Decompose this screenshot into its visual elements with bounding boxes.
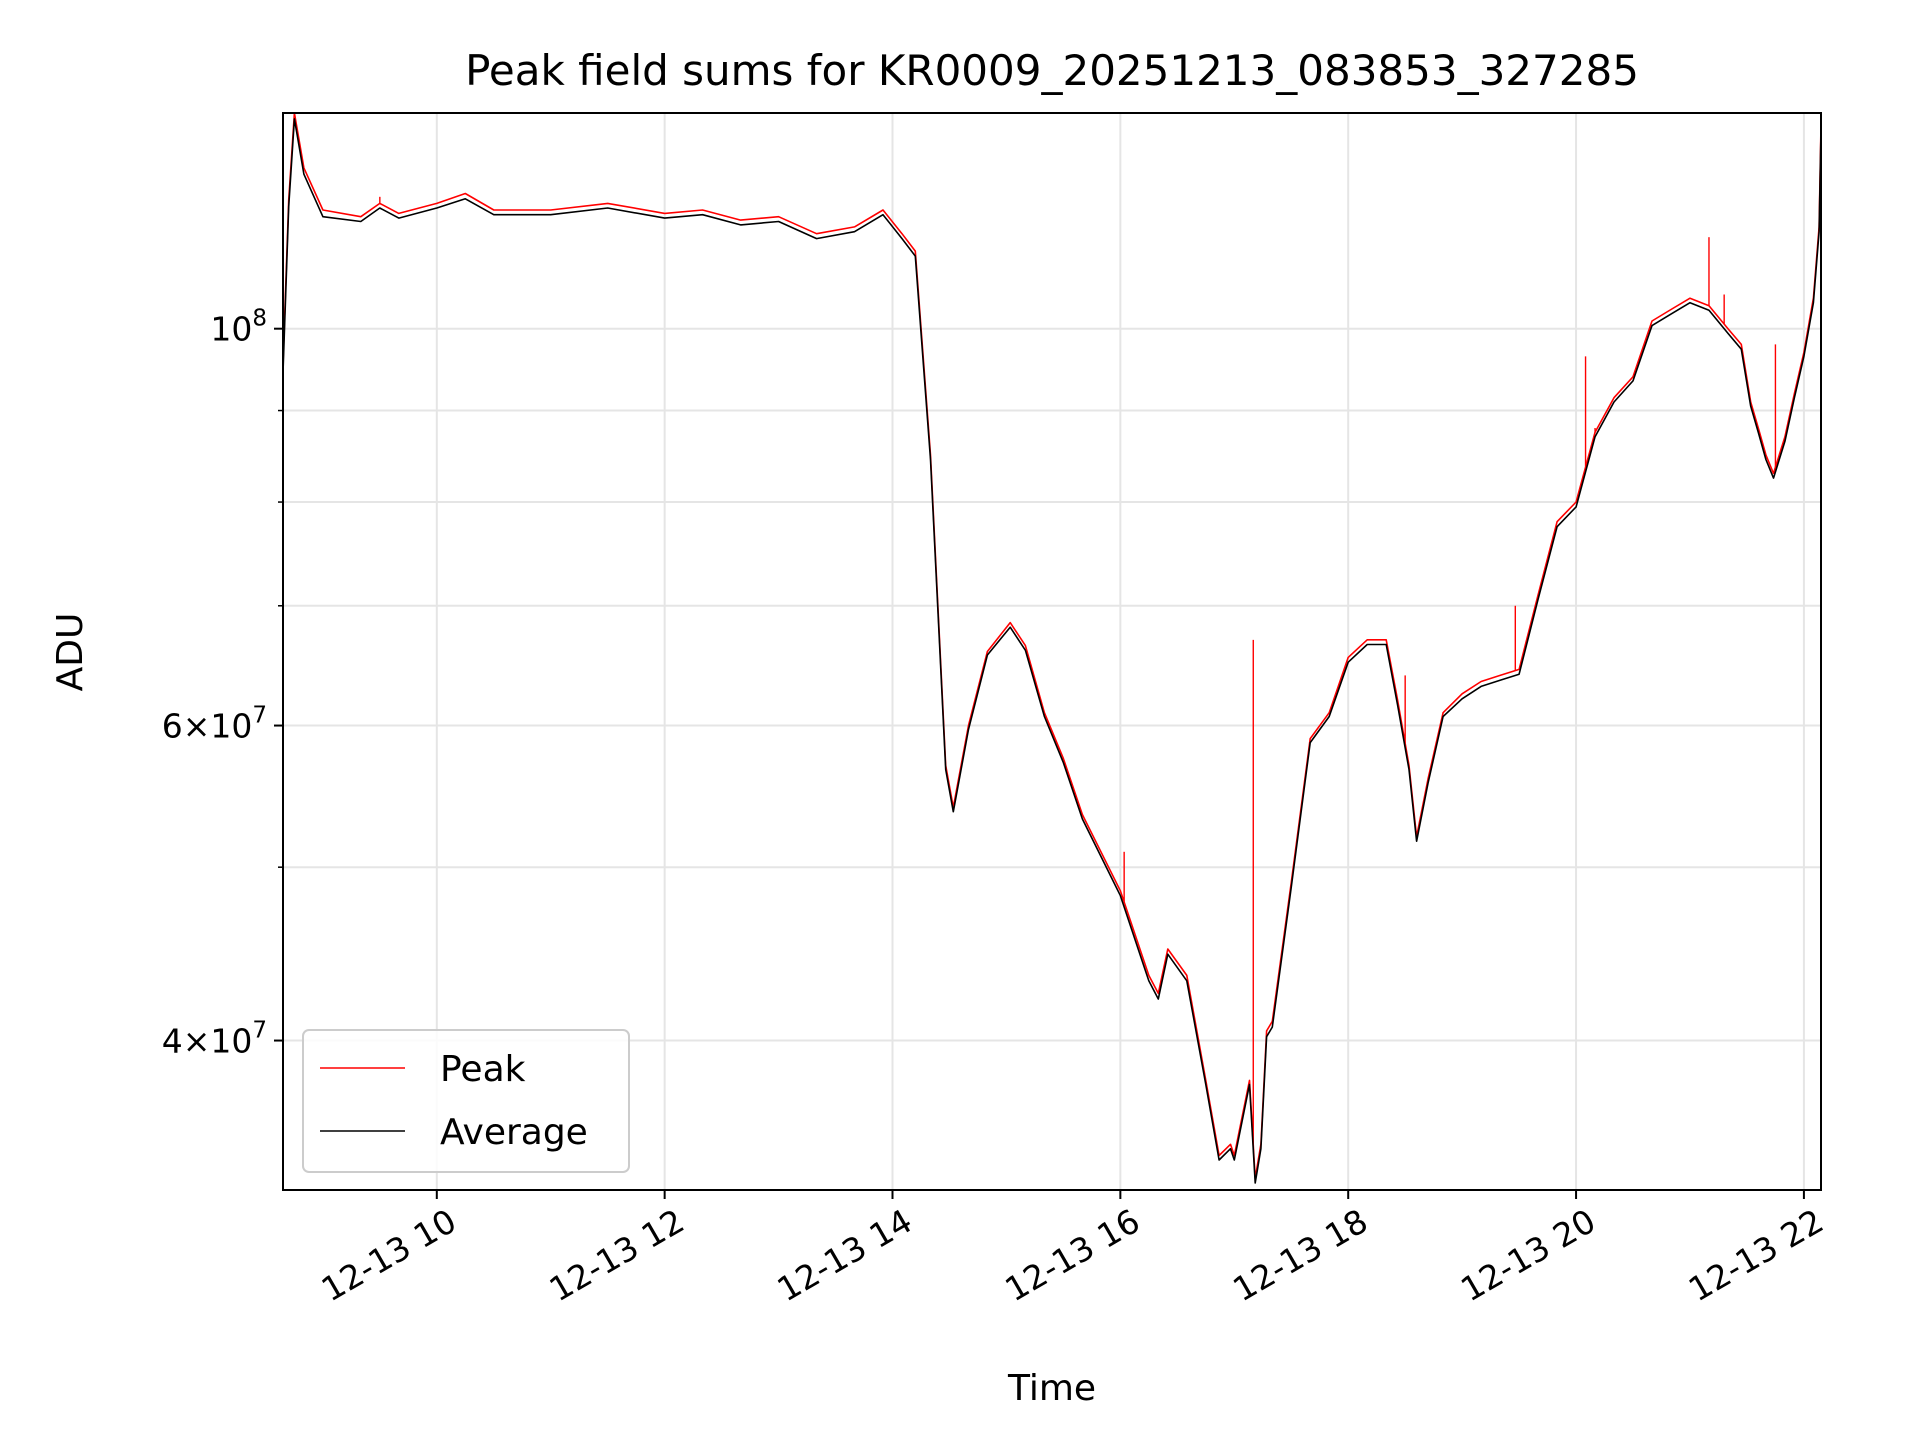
series-layer	[283, 113, 1821, 1184]
y-tick-label: 108	[210, 306, 267, 349]
legend-box	[302, 1029, 630, 1173]
legend-label-average: Average	[440, 1112, 588, 1153]
y-tick-label: 6×107	[162, 703, 267, 746]
plot-frame	[282, 112, 1822, 1191]
grid	[283, 113, 1821, 1190]
y-tick-label: 4×107	[162, 1018, 267, 1061]
x-axis-title: Time	[1007, 1368, 1096, 1409]
chart-title: Peak field sums for KR0009_20251213_0838…	[465, 46, 1639, 95]
legend-label-peak: Peak	[440, 1049, 526, 1090]
legend: Peak Average	[302, 1029, 630, 1173]
y-axis-title: ADU	[50, 613, 91, 692]
series-line-average	[283, 118, 1821, 1184]
series-line-peak	[283, 113, 1821, 1180]
